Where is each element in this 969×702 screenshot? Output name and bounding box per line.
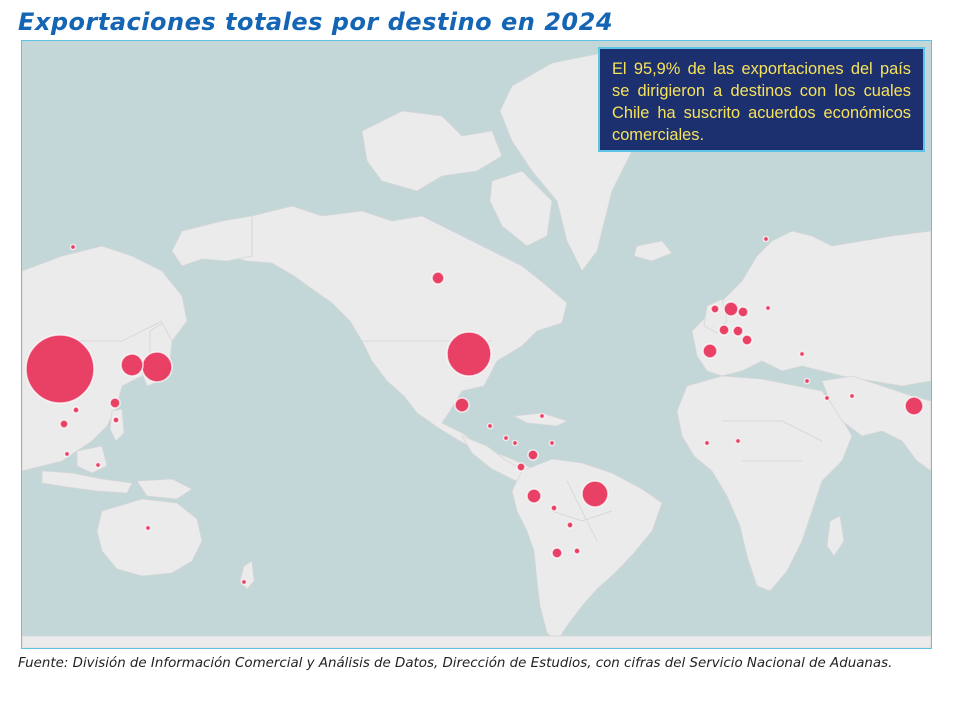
land-south-america	[511, 458, 663, 642]
land-borneo	[76, 445, 108, 474]
bubble-panama	[511, 439, 519, 447]
bubble-rusia	[69, 243, 77, 251]
land-east-asia	[22, 245, 188, 472]
bubble-canada	[431, 271, 445, 285]
bubble-reino-unido	[710, 304, 720, 314]
bubble-paraguay	[566, 521, 574, 529]
land-alaska	[171, 215, 253, 267]
bubble-tailandia	[72, 406, 80, 414]
bubble-arabia-saudita	[823, 394, 831, 402]
bubble-ecuador	[516, 462, 526, 472]
land-iceland	[633, 240, 673, 262]
bubble-guatemala	[486, 422, 494, 430]
source-note: Fuente: División de Información Comercia…	[18, 656, 893, 671]
bubble-nueva-zelanda	[240, 578, 248, 586]
bubble-emiratos	[848, 392, 856, 400]
bubble-nigeria	[734, 437, 742, 445]
bubble-suecia	[762, 235, 770, 243]
land-new-guinea	[136, 478, 193, 500]
bubble-bolivia	[550, 504, 558, 512]
bubble-costa-rica	[502, 434, 510, 442]
bubble-polonia	[764, 304, 772, 312]
bubble-francia	[718, 324, 730, 336]
land-arctic-islands	[361, 110, 503, 192]
bubble-india	[904, 396, 924, 416]
land-cuba	[512, 412, 569, 427]
info-callout: El 95,9% de las exportaciones del país s…	[598, 47, 925, 152]
bubble-belgica	[737, 306, 749, 318]
bubble-malasia	[63, 450, 71, 458]
land-indonesia	[41, 470, 133, 494]
land-antarctica	[22, 635, 931, 648]
land-philippines	[109, 408, 125, 442]
bubble-peru	[526, 488, 542, 504]
land-madagascar	[826, 515, 845, 557]
bubble-paises-bajos	[723, 301, 739, 317]
bubble-filipinas	[112, 416, 120, 424]
bubble-corea-del-sur	[120, 353, 144, 377]
land-europe	[691, 230, 931, 387]
bubble-indonesia	[94, 461, 102, 469]
bubble-colombia	[527, 449, 539, 461]
land-middle-east	[821, 375, 931, 472]
bubble-vietnam	[59, 419, 69, 429]
bubble-taiwan	[109, 397, 121, 409]
bubble-estados-unidos	[446, 331, 492, 377]
bubble-uruguay	[573, 547, 581, 555]
land-new-zealand	[239, 560, 255, 590]
bubble-venezuela	[548, 439, 556, 447]
land-north-america	[211, 205, 568, 482]
bubble-turquia	[798, 350, 806, 358]
land-africa	[676, 375, 853, 592]
bubble-republica-dominicana	[538, 412, 546, 420]
bubble-brasil	[581, 480, 609, 508]
bubble-china	[25, 334, 95, 404]
bubble-egipto	[803, 377, 811, 385]
bubble-japon	[141, 351, 173, 383]
bubble-costa-de-marfil	[703, 439, 711, 447]
bubble-australia	[144, 524, 152, 532]
bubble-argentina	[551, 547, 563, 559]
bubble-mexico	[454, 397, 470, 413]
bubble-italia	[732, 325, 744, 337]
bubble-alemania	[741, 334, 753, 346]
bubble-espana	[702, 343, 718, 359]
chart-title: Exportaciones totales por destino en 202…	[18, 8, 614, 36]
export-bubbles	[25, 235, 924, 586]
land-baffin	[489, 170, 553, 247]
land-australia	[96, 498, 203, 577]
